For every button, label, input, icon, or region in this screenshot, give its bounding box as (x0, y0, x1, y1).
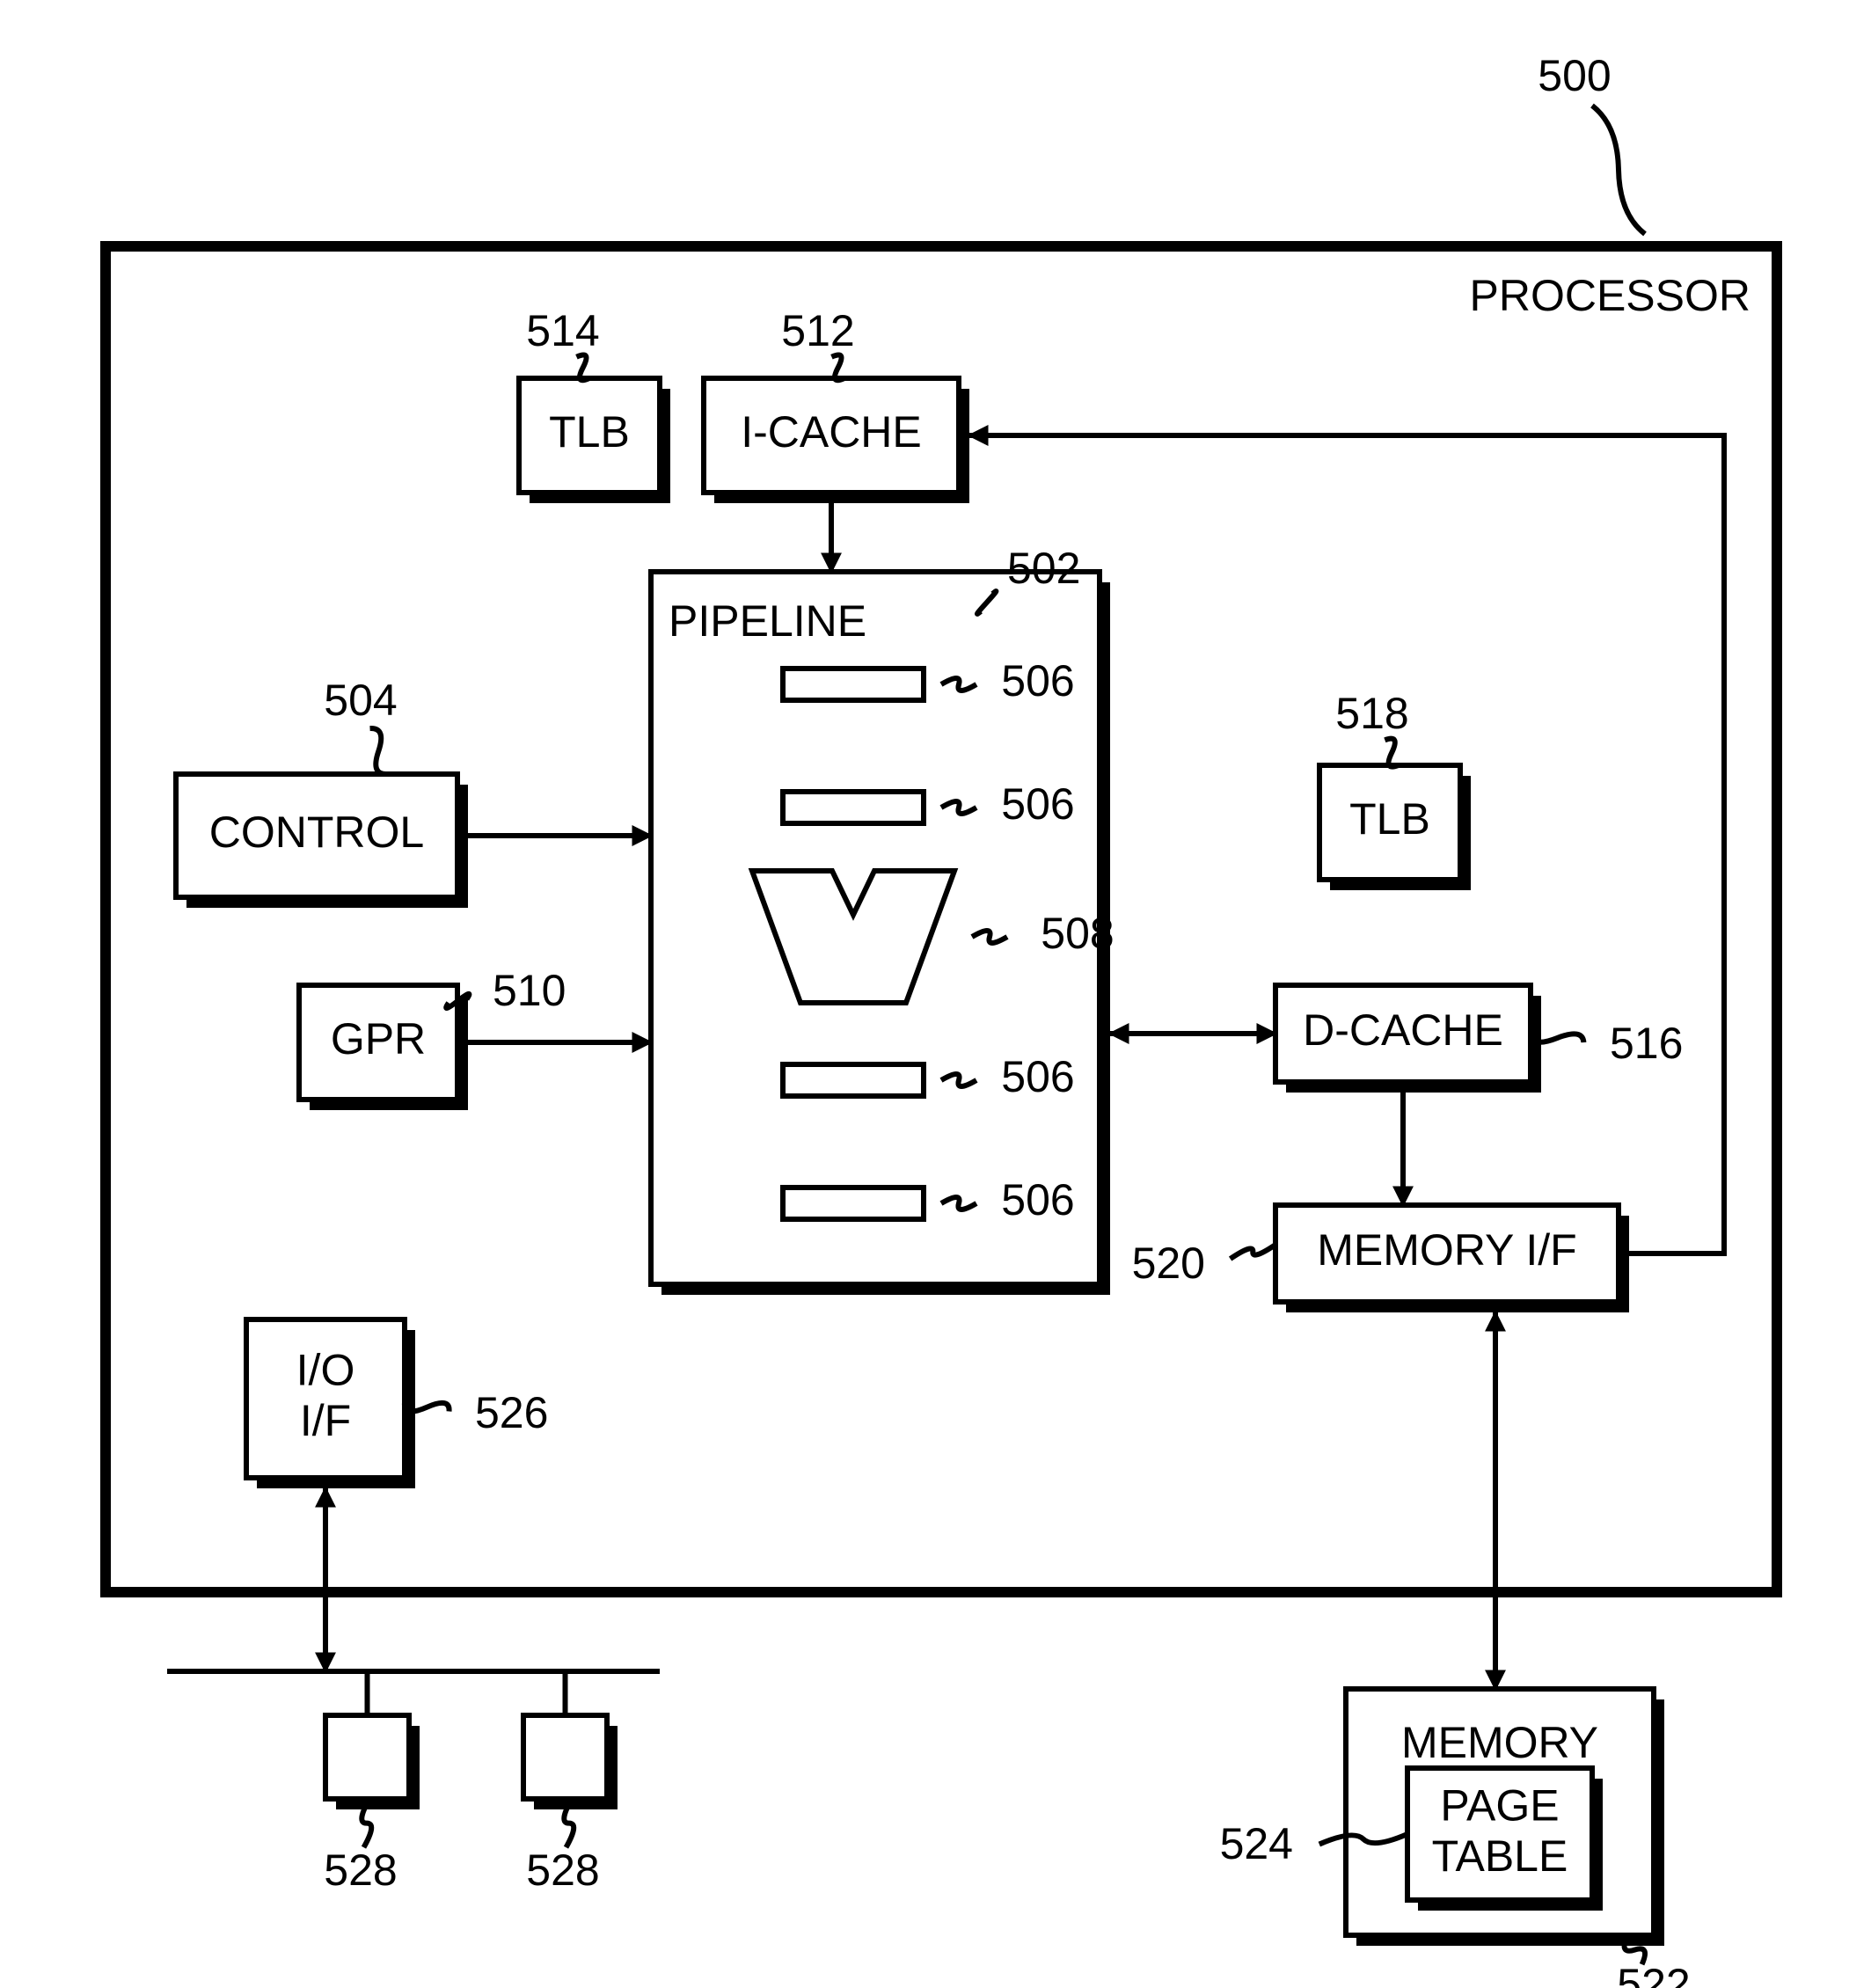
ref-514: 514 (526, 306, 599, 355)
ref-502: 502 (1007, 544, 1080, 593)
pipeline-title: PIPELINE (669, 596, 866, 646)
ref-528b: 528 (526, 1845, 599, 1895)
pipeline-stage-3 (783, 1188, 924, 1219)
periph2-box (523, 1715, 607, 1799)
pipeline-stage-2 (783, 1064, 924, 1096)
ref-500: 500 (1538, 51, 1611, 100)
periph1-box (325, 1715, 409, 1799)
ref-504: 504 (324, 676, 397, 725)
memory-title: MEMORY (1401, 1718, 1598, 1767)
ref-stage-1: 506 (1001, 779, 1074, 829)
ref-522: 522 (1617, 1960, 1690, 1988)
icache-label-0: I-CACHE (741, 407, 922, 457)
pagetbl-label-0: PAGE (1440, 1780, 1559, 1830)
ref-520: 520 (1132, 1239, 1205, 1288)
memif-label-0: MEMORY I/F (1317, 1225, 1576, 1275)
ref-512: 512 (781, 306, 854, 355)
tlb2-label-0: TLB (1349, 794, 1430, 844)
pipeline-stage-1 (783, 792, 924, 823)
pagetbl-label-1: TABLE (1432, 1831, 1568, 1881)
processor-block-diagram: 500 PROCESSOR PIPELINE TLB I-CACHE CONTROL GPR… (0, 0, 1871, 1988)
ref-stage-0: 506 (1001, 656, 1074, 705)
ref-528a: 528 (324, 1845, 397, 1895)
gpr-label-0: GPR (331, 1014, 426, 1063)
control-label-0: CONTROL (209, 808, 424, 857)
ioif-label-1: I/F (300, 1396, 351, 1445)
ref-510: 510 (493, 966, 566, 1015)
ref-stage-3: 506 (1001, 1175, 1074, 1224)
diagram-root: 500 PROCESSOR PIPELINE TLB I-CACHE CONTROL GPR… (0, 0, 1871, 1988)
leader (1592, 106, 1645, 234)
pipeline-stage-0 (783, 669, 924, 700)
ioif-label-0: I/O (296, 1345, 355, 1394)
ref-518: 518 (1335, 689, 1408, 738)
ref-526: 526 (475, 1388, 548, 1437)
ref-alu: 508 (1041, 909, 1114, 958)
ref-stage-2: 506 (1001, 1052, 1074, 1101)
processor-title: PROCESSOR (1469, 271, 1750, 320)
tlb1-label-0: TLB (549, 407, 630, 457)
dcache-label-0: D-CACHE (1303, 1005, 1503, 1055)
ref-516: 516 (1610, 1019, 1683, 1068)
ref-524: 524 (1220, 1819, 1293, 1868)
